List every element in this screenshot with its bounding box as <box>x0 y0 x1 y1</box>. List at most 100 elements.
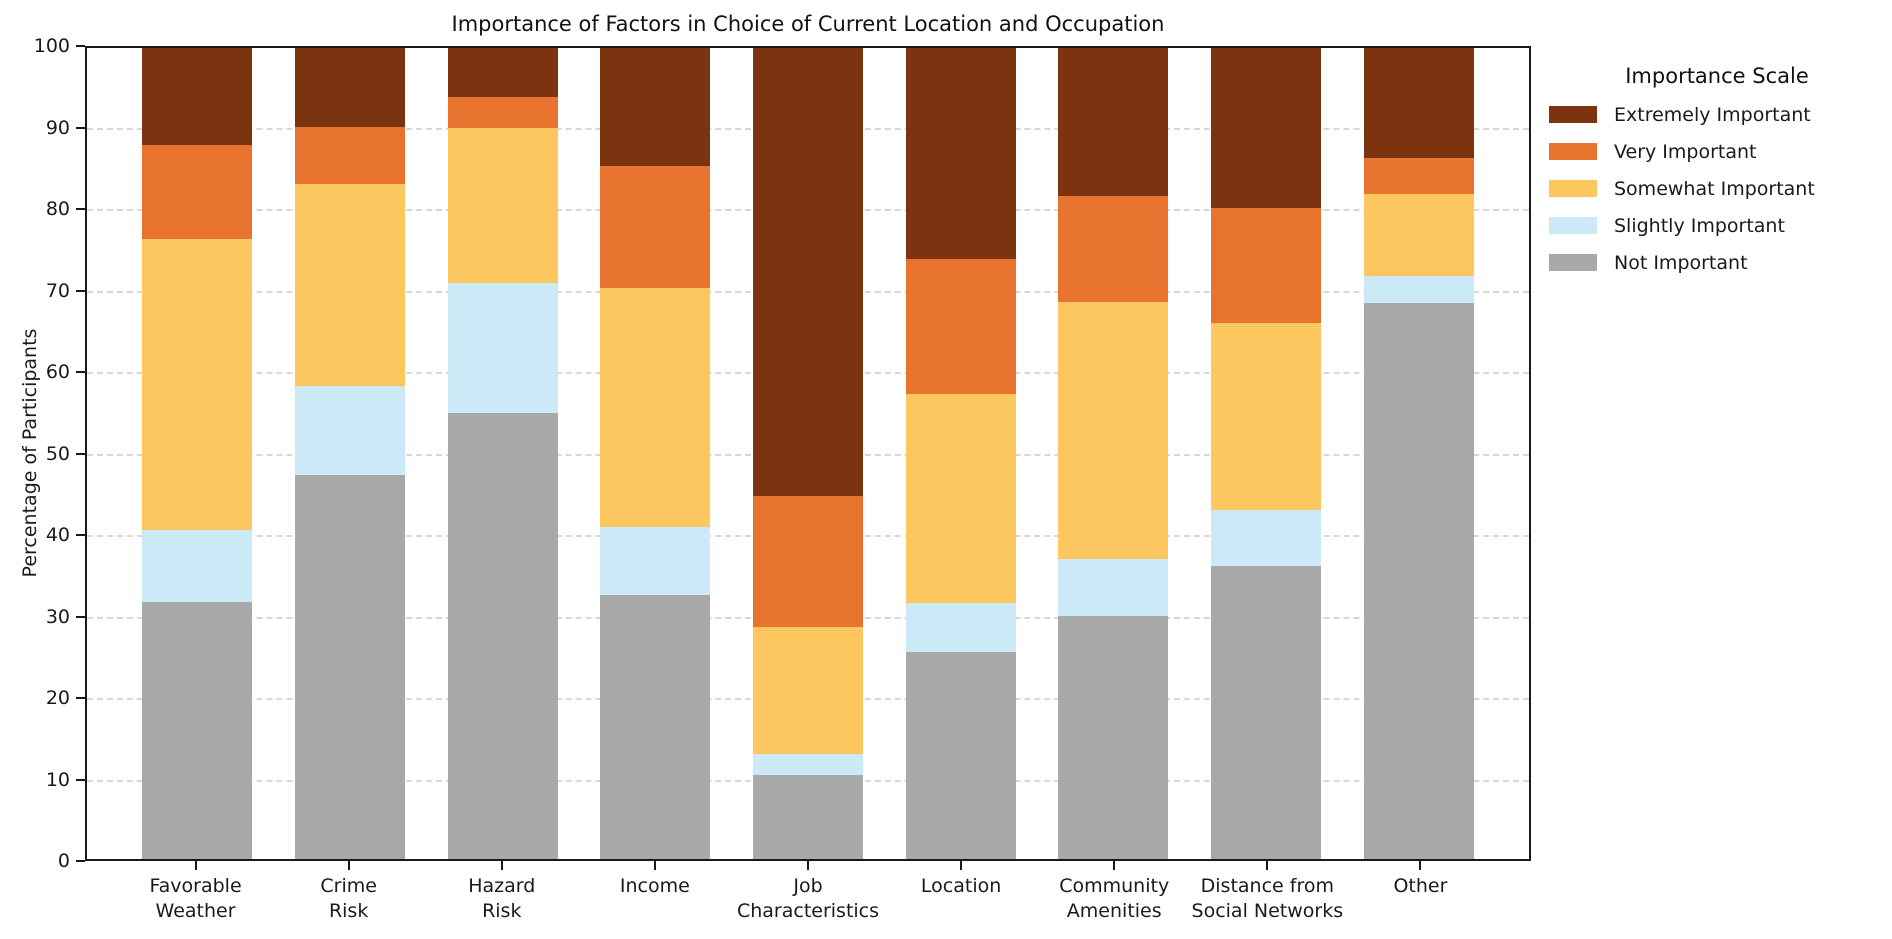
bar-segment <box>905 602 1016 653</box>
bar-segment <box>1058 195 1169 302</box>
bar-segment <box>753 627 863 755</box>
legend-label: Extremely Important <box>1614 103 1811 126</box>
legend-item: Extremely Important <box>1549 96 1885 133</box>
bar-slot <box>121 48 274 859</box>
bar-segment <box>753 754 863 776</box>
stacked-bar <box>142 48 253 859</box>
bar-segment <box>753 495 863 628</box>
bar-segment <box>1363 158 1474 194</box>
bar-segment <box>295 475 405 859</box>
bar-segment <box>600 48 711 167</box>
y-tick-mark <box>76 289 85 292</box>
y-tick-label: 100 <box>33 35 70 57</box>
legend-label: Slightly Important <box>1614 214 1785 237</box>
bar-segment <box>142 601 253 859</box>
stacked-bar <box>905 48 1016 859</box>
bar-segment <box>142 145 253 239</box>
x-tick-mark <box>1419 861 1422 870</box>
bar-slot <box>1342 48 1495 859</box>
bar-segment <box>1211 510 1321 567</box>
bar-segment <box>600 288 711 528</box>
bar-slot <box>1037 48 1190 859</box>
bar-slot <box>579 48 732 859</box>
plot-area <box>85 46 1531 861</box>
bar-segment <box>753 48 863 496</box>
bar-segment <box>1363 275 1474 303</box>
legend: Importance Scale Extremely Important Very… <box>1549 64 1885 281</box>
y-tick-label: 70 <box>45 279 70 302</box>
bar-segment <box>1363 48 1474 159</box>
x-tick-label: Income <box>619 875 690 897</box>
bar-segment <box>295 184 405 387</box>
bar-segment <box>905 258 1016 395</box>
x-tick-label: Distance from Social Networks <box>1191 875 1344 922</box>
legend-title: Importance Scale <box>1625 64 1809 88</box>
bar-segment <box>1363 302 1474 859</box>
x-tick-mark <box>807 861 809 870</box>
bar-segment <box>1211 322 1321 511</box>
legend-label: Not Important <box>1614 251 1748 274</box>
legend-swatch <box>1549 254 1597 271</box>
y-tick-label: 0 <box>57 850 70 872</box>
legend-item: Not Important <box>1549 244 1885 281</box>
bar-segment <box>905 394 1016 603</box>
legend-item: Very Important <box>1549 133 1885 170</box>
bars-container <box>87 48 1529 859</box>
bar-segment <box>447 283 558 413</box>
bar-slot <box>884 48 1037 859</box>
stacked-bar <box>1363 48 1474 859</box>
legend-label: Very Important <box>1614 140 1757 163</box>
bar-segment <box>1058 301 1169 559</box>
bar-segment <box>1058 48 1169 196</box>
x-tick-label: Other <box>1393 875 1448 897</box>
bar-segment <box>600 594 711 859</box>
bar-segment <box>1058 615 1169 859</box>
legend-label: Somewhat Important <box>1614 177 1815 200</box>
stacked-bar <box>600 48 711 859</box>
bar-segment <box>1211 566 1321 859</box>
bar-segment <box>905 652 1016 859</box>
bar-segment <box>447 97 558 129</box>
x-tick-label: Community Amenities <box>1059 875 1170 922</box>
y-tick-label: 10 <box>45 768 70 791</box>
bar-segment <box>1363 193 1474 276</box>
bar-segment <box>142 529 253 602</box>
bar-segment <box>1058 558 1169 616</box>
bar-segment <box>142 48 253 146</box>
y-tick-mark <box>76 534 85 536</box>
y-tick-label: 90 <box>45 116 70 139</box>
stacked-bar <box>753 48 863 859</box>
bar-slot <box>732 48 885 859</box>
bar-segment <box>295 127 405 185</box>
legend-swatch <box>1549 106 1597 123</box>
y-tick-mark <box>76 860 85 862</box>
legend-swatch <box>1549 217 1597 234</box>
bar-segment <box>1211 48 1321 208</box>
legend-rows: Extremely Important Very Important Somewha… <box>1549 96 1885 281</box>
chart-title: Importance of Factors in Choice of Curre… <box>451 12 1165 36</box>
y-tick-label: 60 <box>45 361 70 383</box>
x-tick-mark <box>500 861 503 870</box>
y-tick-label: 30 <box>45 605 70 628</box>
legend-item: Slightly Important <box>1549 207 1885 244</box>
y-tick-mark <box>76 615 85 618</box>
bar-segment <box>753 775 863 859</box>
bar-segment <box>1211 207 1321 323</box>
x-tick-label: Job Characteristics <box>736 875 880 922</box>
y-tick-mark <box>76 371 85 373</box>
bar-slot <box>274 48 427 859</box>
bar-segment <box>295 48 405 128</box>
bar-slot <box>426 48 579 859</box>
stacked-bar <box>447 48 558 859</box>
y-tick-mark <box>76 208 85 210</box>
x-tick-label: Location <box>920 875 1002 897</box>
bar-segment <box>142 238 253 530</box>
bar-segment <box>447 128 558 284</box>
y-tick-mark <box>76 778 85 781</box>
stacked-bar <box>1211 48 1321 859</box>
x-tick-label: Hazard Risk <box>468 875 536 922</box>
legend-item: Somewhat Important <box>1549 170 1885 207</box>
bar-segment <box>600 527 711 595</box>
bar-segment <box>447 412 558 859</box>
